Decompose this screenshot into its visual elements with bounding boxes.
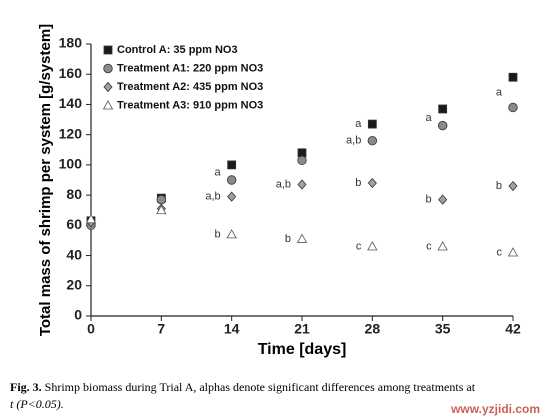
x-tick-label: 42 [505, 321, 521, 337]
caption-text: t (P<0.05). [10, 397, 64, 411]
legend-label: Treatment A1: 220 ppm NO3 [117, 62, 263, 74]
y-tick-label: 80 [66, 186, 82, 202]
data-point [367, 119, 377, 129]
data-point [227, 160, 237, 170]
data-point [508, 180, 518, 192]
y-tick-label: 160 [59, 65, 83, 81]
data-point [507, 247, 519, 257]
significance-label: a,b [346, 135, 361, 147]
significance-label: a [496, 86, 503, 98]
significance-label: a [215, 166, 222, 178]
data-point [508, 72, 518, 82]
watermark: www.yzjidi.com [450, 402, 540, 416]
significance-label: b [496, 180, 502, 192]
x-tick-label: 21 [294, 321, 310, 337]
svg-text:Fig. 3. Shrimp biomass during: Fig. 3. Shrimp biomass during Trial A, a… [10, 380, 476, 394]
x-tick-label: 35 [435, 321, 451, 337]
data-point [367, 241, 378, 251]
legend-marker [103, 81, 113, 93]
significance-label: a,b [276, 178, 291, 190]
y-tick-label: 140 [59, 95, 83, 111]
data-point [226, 175, 237, 185]
data-point [438, 104, 448, 114]
legend-label: Treatment A3: 910 ppm NO3 [117, 99, 263, 111]
caption-text: Shrimp biomass during Trial A, alphas de… [45, 380, 476, 394]
y-tick-label: 60 [66, 216, 82, 232]
data-point [156, 194, 167, 205]
data-point [156, 204, 167, 215]
x-tick-label: 14 [224, 321, 240, 337]
data-point [297, 155, 307, 166]
y-tick-label: 180 [59, 35, 83, 51]
y-axis-label: Total mass of shrimp per system [g/syste… [37, 24, 54, 336]
legend-label: Treatment A2: 435 ppm NO3 [117, 81, 263, 93]
data-point [508, 102, 518, 113]
y-tick-label: 40 [66, 246, 82, 262]
data-point [437, 120, 448, 131]
data-point [227, 191, 237, 202]
y-tick-label: 100 [59, 156, 83, 172]
data-point [226, 229, 237, 239]
data-point [438, 194, 448, 205]
caption-label: Fig. 3. [10, 380, 42, 394]
data-point [297, 148, 307, 158]
significance-label: b [426, 194, 432, 206]
legend-marker [102, 100, 114, 110]
data-point [297, 179, 307, 190]
data-point [296, 233, 308, 243]
significance-label: a [426, 112, 433, 124]
data-point [367, 136, 378, 146]
significance-label: c [497, 246, 503, 258]
significance-label: c [356, 240, 362, 252]
significance-label: b [355, 177, 361, 189]
y-tick-label: 120 [59, 125, 83, 141]
data-point [437, 241, 448, 251]
significance-label: a,b [205, 191, 220, 203]
data-point [367, 177, 377, 189]
y-tick-label: 0 [74, 307, 82, 323]
x-tick-label: 0 [87, 321, 95, 337]
legend-marker [103, 63, 113, 74]
x-axis-label: Time [days] [258, 341, 347, 358]
legend-marker [103, 45, 113, 55]
legend-label: Control A: 35 ppm NO3 [117, 44, 238, 56]
y-tick-label: 20 [66, 276, 82, 292]
significance-label: b [215, 228, 221, 240]
significance-label: a [355, 118, 362, 130]
significance-label: b [285, 233, 291, 245]
x-tick-label: 7 [157, 321, 165, 337]
data-point [85, 213, 97, 224]
x-tick-label: 28 [365, 321, 381, 337]
significance-label: c [426, 240, 432, 252]
